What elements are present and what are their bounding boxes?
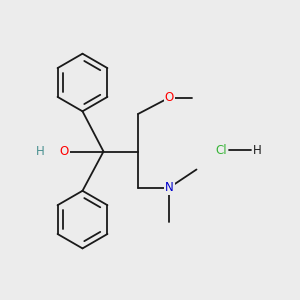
- Text: N: N: [165, 181, 174, 194]
- Text: O: O: [165, 91, 174, 104]
- Text: Cl: Cl: [215, 143, 226, 157]
- Text: O: O: [60, 145, 69, 158]
- Text: H: H: [36, 145, 45, 158]
- Text: H: H: [253, 143, 261, 157]
